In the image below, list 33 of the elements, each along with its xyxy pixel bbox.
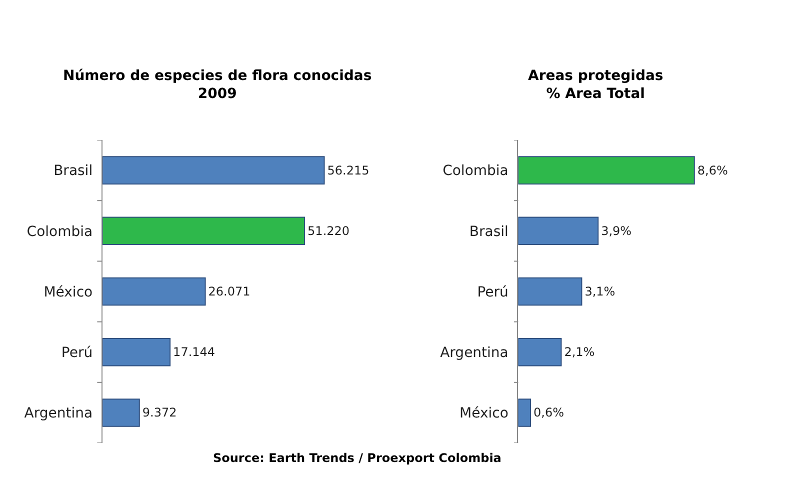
y-tick-label: México [460,406,508,422]
y-tick-label: Colombia [26,224,93,240]
bar [102,338,171,366]
y-tick-label: Brasil [54,163,93,180]
chart-title: Número de especies de flora conocidas 2009 [63,68,372,102]
y-tick-label: Argentina [440,345,508,361]
data-label: 26.071 [208,284,250,299]
source-note: Source: Earth Trends / Proexport Colombia [213,451,502,465]
data-label: 51.220 [308,224,350,238]
y-tick-label: México [44,284,93,300]
data-label: 0,6% [533,406,564,420]
bar [518,216,599,246]
data-label: 9.372 [142,406,177,420]
data-label: 17.144 [173,345,216,360]
bar [518,398,531,427]
data-label: 2,1% [564,345,595,360]
data-label: 3,1% [584,284,616,299]
y-tick-label: Perú [61,345,93,361]
bar [518,277,582,306]
bar [518,338,562,366]
bar [102,398,140,427]
bar [102,156,325,184]
chart-title: Areas protegidas % Area Total [528,68,664,102]
bar [518,156,695,184]
data-label: 56.215 [327,163,370,178]
bar [102,216,306,246]
data-label: 8,6% [697,163,728,178]
y-tick-label: Brasil [469,224,508,240]
y-tick-label: Colombia [442,163,508,180]
bar [102,277,206,306]
data-label: 3,9% [601,224,632,238]
y-tick-label: Perú [477,284,508,300]
y-tick-label: Argentina [24,406,93,422]
